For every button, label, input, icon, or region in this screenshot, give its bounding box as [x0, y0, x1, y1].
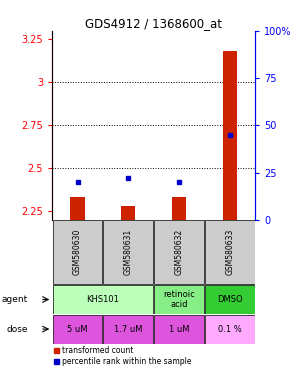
- Text: 1 uM: 1 uM: [169, 324, 189, 334]
- Text: GSM580632: GSM580632: [175, 229, 184, 275]
- Bar: [205, 285, 255, 314]
- Text: DMSO: DMSO: [217, 295, 243, 304]
- Bar: [154, 314, 204, 344]
- Legend: transformed count, percentile rank within the sample: transformed count, percentile rank withi…: [54, 346, 192, 366]
- Bar: [154, 220, 204, 284]
- Text: 1.7 uM: 1.7 uM: [114, 324, 143, 334]
- Text: dose: dose: [6, 324, 28, 334]
- Bar: [121, 206, 135, 220]
- Bar: [104, 220, 153, 284]
- Text: retinoic
acid: retinoic acid: [163, 290, 195, 309]
- Bar: [53, 220, 102, 284]
- Bar: [172, 197, 186, 220]
- Text: KHS101: KHS101: [86, 295, 119, 304]
- Bar: [53, 314, 102, 344]
- Text: 0.1 %: 0.1 %: [218, 324, 242, 334]
- Text: agent: agent: [1, 295, 28, 304]
- Bar: [154, 285, 204, 314]
- Bar: [104, 314, 153, 344]
- Text: GSM580630: GSM580630: [73, 229, 82, 275]
- Text: GSM580631: GSM580631: [124, 229, 133, 275]
- Bar: [53, 285, 153, 314]
- Title: GDS4912 / 1368600_at: GDS4912 / 1368600_at: [85, 17, 222, 30]
- Text: 5 uM: 5 uM: [67, 324, 88, 334]
- Bar: [205, 314, 255, 344]
- Bar: [223, 51, 237, 220]
- Text: GSM580633: GSM580633: [225, 229, 234, 275]
- Bar: [205, 220, 255, 284]
- Bar: [70, 197, 85, 220]
